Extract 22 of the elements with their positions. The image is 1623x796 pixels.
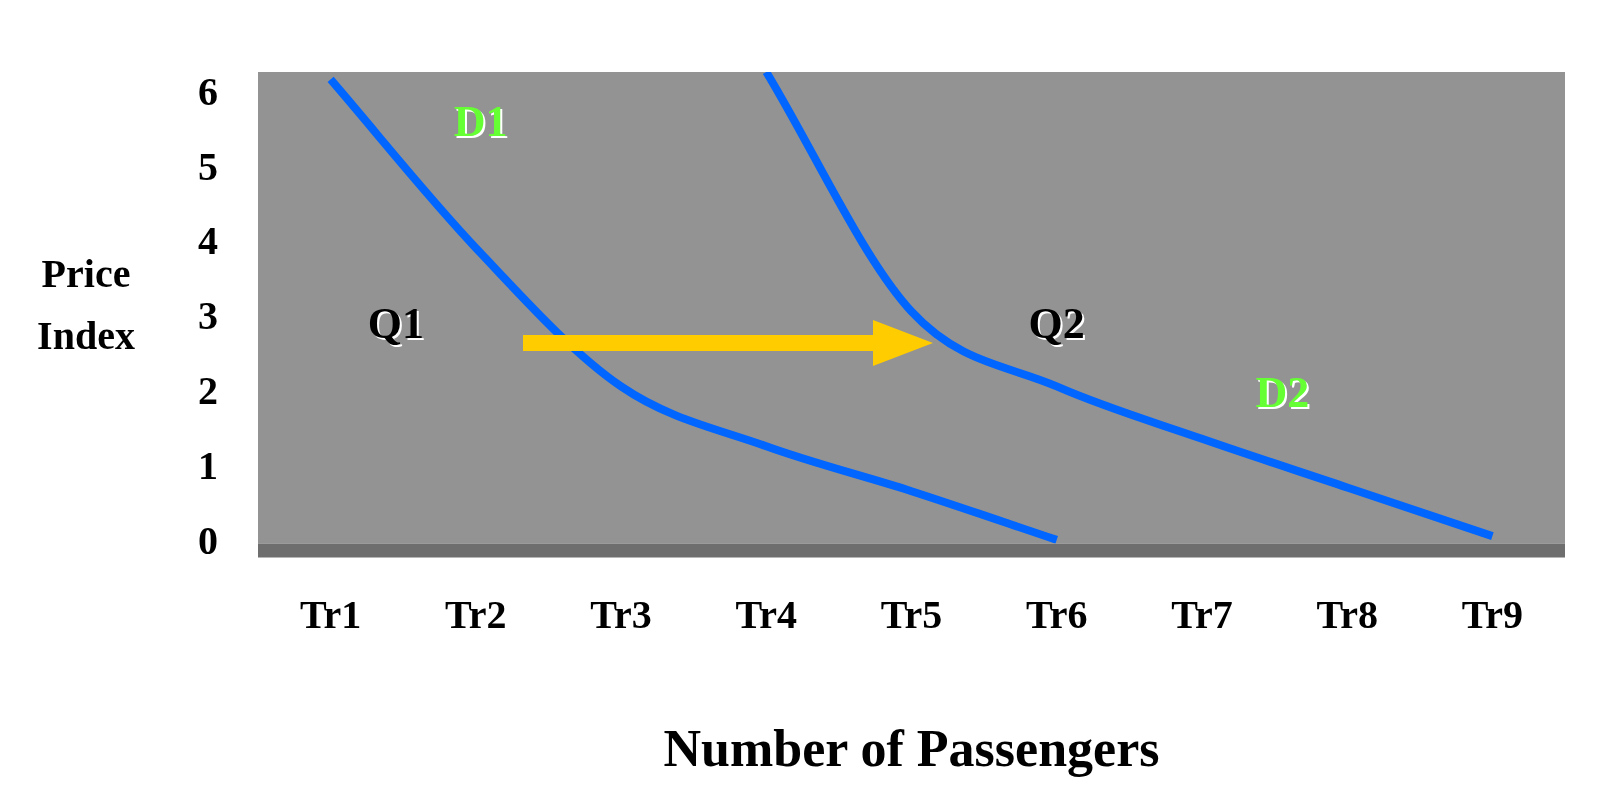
series-label: D1 [453,96,508,146]
y-tick-label: 4 [198,218,218,264]
x-tick-label: Tr1 [299,591,362,637]
annotation: Q2 [1030,300,1087,350]
x-tick-label: Tr8 [1316,591,1378,637]
x-tick-label: Tr5 [880,591,943,637]
x-tick-label: Tr7 [1171,591,1233,637]
y-tick-label: 6 [198,68,218,114]
x-axis-title: Number of Passengers [663,720,1160,778]
series-label: D2 [1257,370,1312,420]
y-tick-label: 0 [198,517,218,563]
annotation: Q1 [367,298,425,348]
x-tick-label: Tr4 [735,591,798,637]
y-tick-label: 2 [198,368,218,414]
y-tick-label: 5 [198,143,218,189]
x-tick-label: Tr2 [445,591,507,637]
y-tick-label: 1 [198,443,218,489]
y-tick-label: 3 [198,293,218,339]
x-tick-label: Tr6 [1025,591,1088,637]
x-tick-label: Tr3 [590,591,652,637]
x-tick-label: Tr9 [1461,591,1524,637]
y-axis-title: Price Index [37,251,135,359]
